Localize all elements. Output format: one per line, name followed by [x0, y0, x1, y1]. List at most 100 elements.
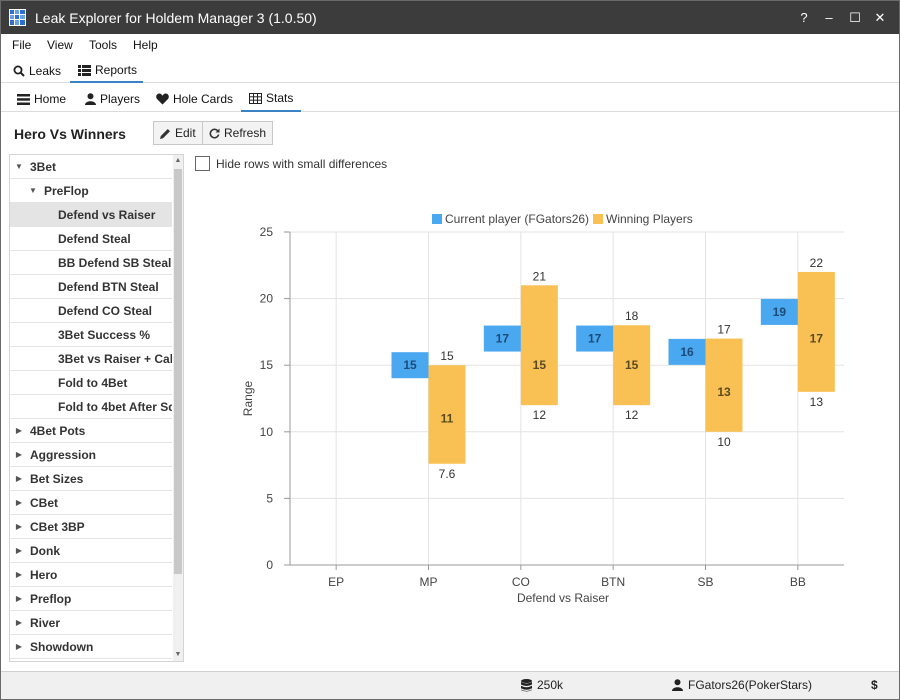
tree-item[interactable]: ▶ Donk: [10, 539, 172, 563]
heart-icon: [156, 93, 169, 105]
tree-item[interactable]: 3Bet vs Raiser + Calle: [10, 347, 172, 371]
tree-item[interactable]: ▶ Hero: [10, 563, 172, 587]
tree-item[interactable]: ▼ 3Bet: [10, 155, 172, 179]
search-icon: [13, 65, 25, 77]
chevron-right-icon[interactable]: ▶: [15, 522, 23, 531]
chevron-right-icon[interactable]: ▶: [15, 474, 23, 483]
tree-item-label: 3Bet vs Raiser + Calle: [58, 351, 172, 366]
tab-home[interactable]: Home: [17, 86, 66, 112]
tree-item[interactable]: Fold to 4bet After Sq: [10, 395, 172, 419]
legend-swatch-current: [432, 214, 442, 224]
dollar-icon: $: [871, 678, 878, 692]
y-tick-label: 20: [260, 292, 274, 306]
chevron-right-icon[interactable]: ▶: [15, 642, 23, 651]
hide-small-diff-option[interactable]: Hide rows with small differences: [195, 156, 387, 171]
tree-item[interactable]: Fold to 4Bet: [10, 371, 172, 395]
current-player-bar: [668, 338, 706, 365]
edit-button[interactable]: Edit: [153, 121, 203, 145]
x-tick-label: MP: [420, 575, 438, 589]
winning-low-label: 13: [810, 395, 824, 409]
chevron-right-icon[interactable]: ▶: [15, 450, 23, 459]
menu-bar: File View Tools Help: [1, 34, 899, 56]
grid-icon: [78, 64, 91, 76]
close-button[interactable]: ✕: [874, 10, 886, 25]
current-player-bar: [576, 325, 614, 352]
legend-label-winning: Winning Players: [606, 212, 693, 226]
tree-item-label: Showdown: [30, 639, 94, 654]
tree-item[interactable]: Defend Steal: [10, 227, 172, 251]
hide-small-diff-checkbox[interactable]: [195, 156, 210, 171]
chevron-right-icon[interactable]: ▶: [15, 426, 23, 435]
hands-count-value: 250k: [537, 678, 564, 692]
report-title: Hero Vs Winners: [14, 126, 126, 142]
tree-item[interactable]: BB Defend SB Steal: [10, 251, 172, 275]
menu-help[interactable]: Help: [133, 38, 158, 52]
user-icon: [672, 679, 683, 691]
maximize-button[interactable]: ☐: [849, 10, 861, 25]
chevron-right-icon[interactable]: ▶: [15, 594, 23, 603]
tree-item-label: Fold to 4Bet: [58, 375, 128, 390]
tree-item[interactable]: ▶ Aggression: [10, 443, 172, 467]
tree-scrollbar[interactable]: ▲ ▼: [173, 155, 183, 661]
winning-low-label: 12: [625, 408, 639, 422]
chevron-right-icon[interactable]: ▶: [15, 546, 23, 555]
tree-item[interactable]: 3Bet Success %: [10, 323, 172, 347]
winning-high-label: 21: [533, 269, 547, 283]
chevron-right-icon[interactable]: ▶: [15, 570, 23, 579]
main-tabs: Leaks Reports: [1, 59, 899, 83]
stats-tree: ▼ 3Bet ▼ PreFlop Defend vs Raiser Defend Stea…: [9, 154, 184, 662]
x-tick-label: BB: [790, 575, 806, 589]
status-bar: 250k FGators26(PokerStars) $: [1, 671, 899, 699]
scroll-thumb[interactable]: [174, 169, 182, 574]
tab-players[interactable]: Players: [85, 86, 140, 112]
help-button[interactable]: ?: [800, 10, 808, 25]
tree-item[interactable]: ▶ CBet 3BP: [10, 515, 172, 539]
tab-leaks[interactable]: Leaks: [13, 59, 61, 83]
tree-item[interactable]: ▶ Showdown: [10, 635, 172, 659]
menu-file[interactable]: File: [12, 38, 32, 52]
tab-stats[interactable]: Stats: [241, 86, 302, 112]
tab-home-label: Home: [34, 92, 67, 106]
y-tick-label: 0: [266, 558, 273, 572]
current-player-value-label: 19: [773, 305, 787, 319]
winning-mid-label: 15: [533, 358, 547, 372]
scroll-down-icon[interactable]: ▼: [174, 651, 182, 658]
tab-players-label: Players: [100, 92, 141, 106]
menu-tools[interactable]: Tools: [89, 38, 118, 52]
currency-indicator[interactable]: $: [871, 678, 878, 692]
tree-item[interactable]: ▶ Preflop: [10, 587, 172, 611]
tree-item-label: Preflop: [30, 591, 72, 606]
tab-reports-label: Reports: [95, 63, 138, 77]
tab-hole-cards-label: Hole Cards: [173, 92, 234, 106]
tree-item[interactable]: Defend vs Raiser: [10, 203, 172, 227]
refresh-button[interactable]: Refresh: [202, 121, 274, 145]
winning-low-label: 7.6: [439, 467, 456, 481]
tree-item[interactable]: Defend BTN Steal: [10, 275, 172, 299]
tree-item[interactable]: Defend CO Steal: [10, 299, 172, 323]
chevron-right-icon[interactable]: ▶: [15, 618, 23, 627]
winning-range-bar: [705, 338, 743, 432]
winning-range-bar: [797, 271, 835, 392]
tree-item[interactable]: ▶ River: [10, 611, 172, 635]
scroll-up-icon[interactable]: ▲: [174, 157, 182, 164]
winning-high-label: 17: [717, 323, 731, 337]
chevron-down-icon[interactable]: ▼: [15, 162, 23, 171]
tab-hole-cards[interactable]: Hole Cards: [156, 86, 233, 112]
tree-item[interactable]: ▶ 4Bet Pots: [10, 419, 172, 443]
tree-item[interactable]: ▶ Bet Sizes: [10, 467, 172, 491]
chevron-right-icon[interactable]: ▶: [15, 498, 23, 507]
tab-leaks-label: Leaks: [29, 64, 62, 78]
tree-item[interactable]: ▶ CBet: [10, 491, 172, 515]
y-axis-label: Range: [241, 381, 255, 417]
winning-low-label: 10: [717, 435, 731, 449]
tree-item-label: 3Bet Success %: [58, 327, 151, 342]
menu-view[interactable]: View: [47, 38, 73, 52]
minimize-button[interactable]: –: [825, 10, 833, 25]
tree-item-label: 3Bet: [30, 159, 57, 174]
chevron-down-icon[interactable]: ▼: [29, 186, 37, 195]
tab-reports[interactable]: Reports: [70, 59, 144, 83]
tree-item[interactable]: ▼ PreFlop: [10, 179, 172, 203]
current-player-value: FGators26(PokerStars): [688, 678, 813, 692]
pencil-icon: [160, 128, 170, 139]
